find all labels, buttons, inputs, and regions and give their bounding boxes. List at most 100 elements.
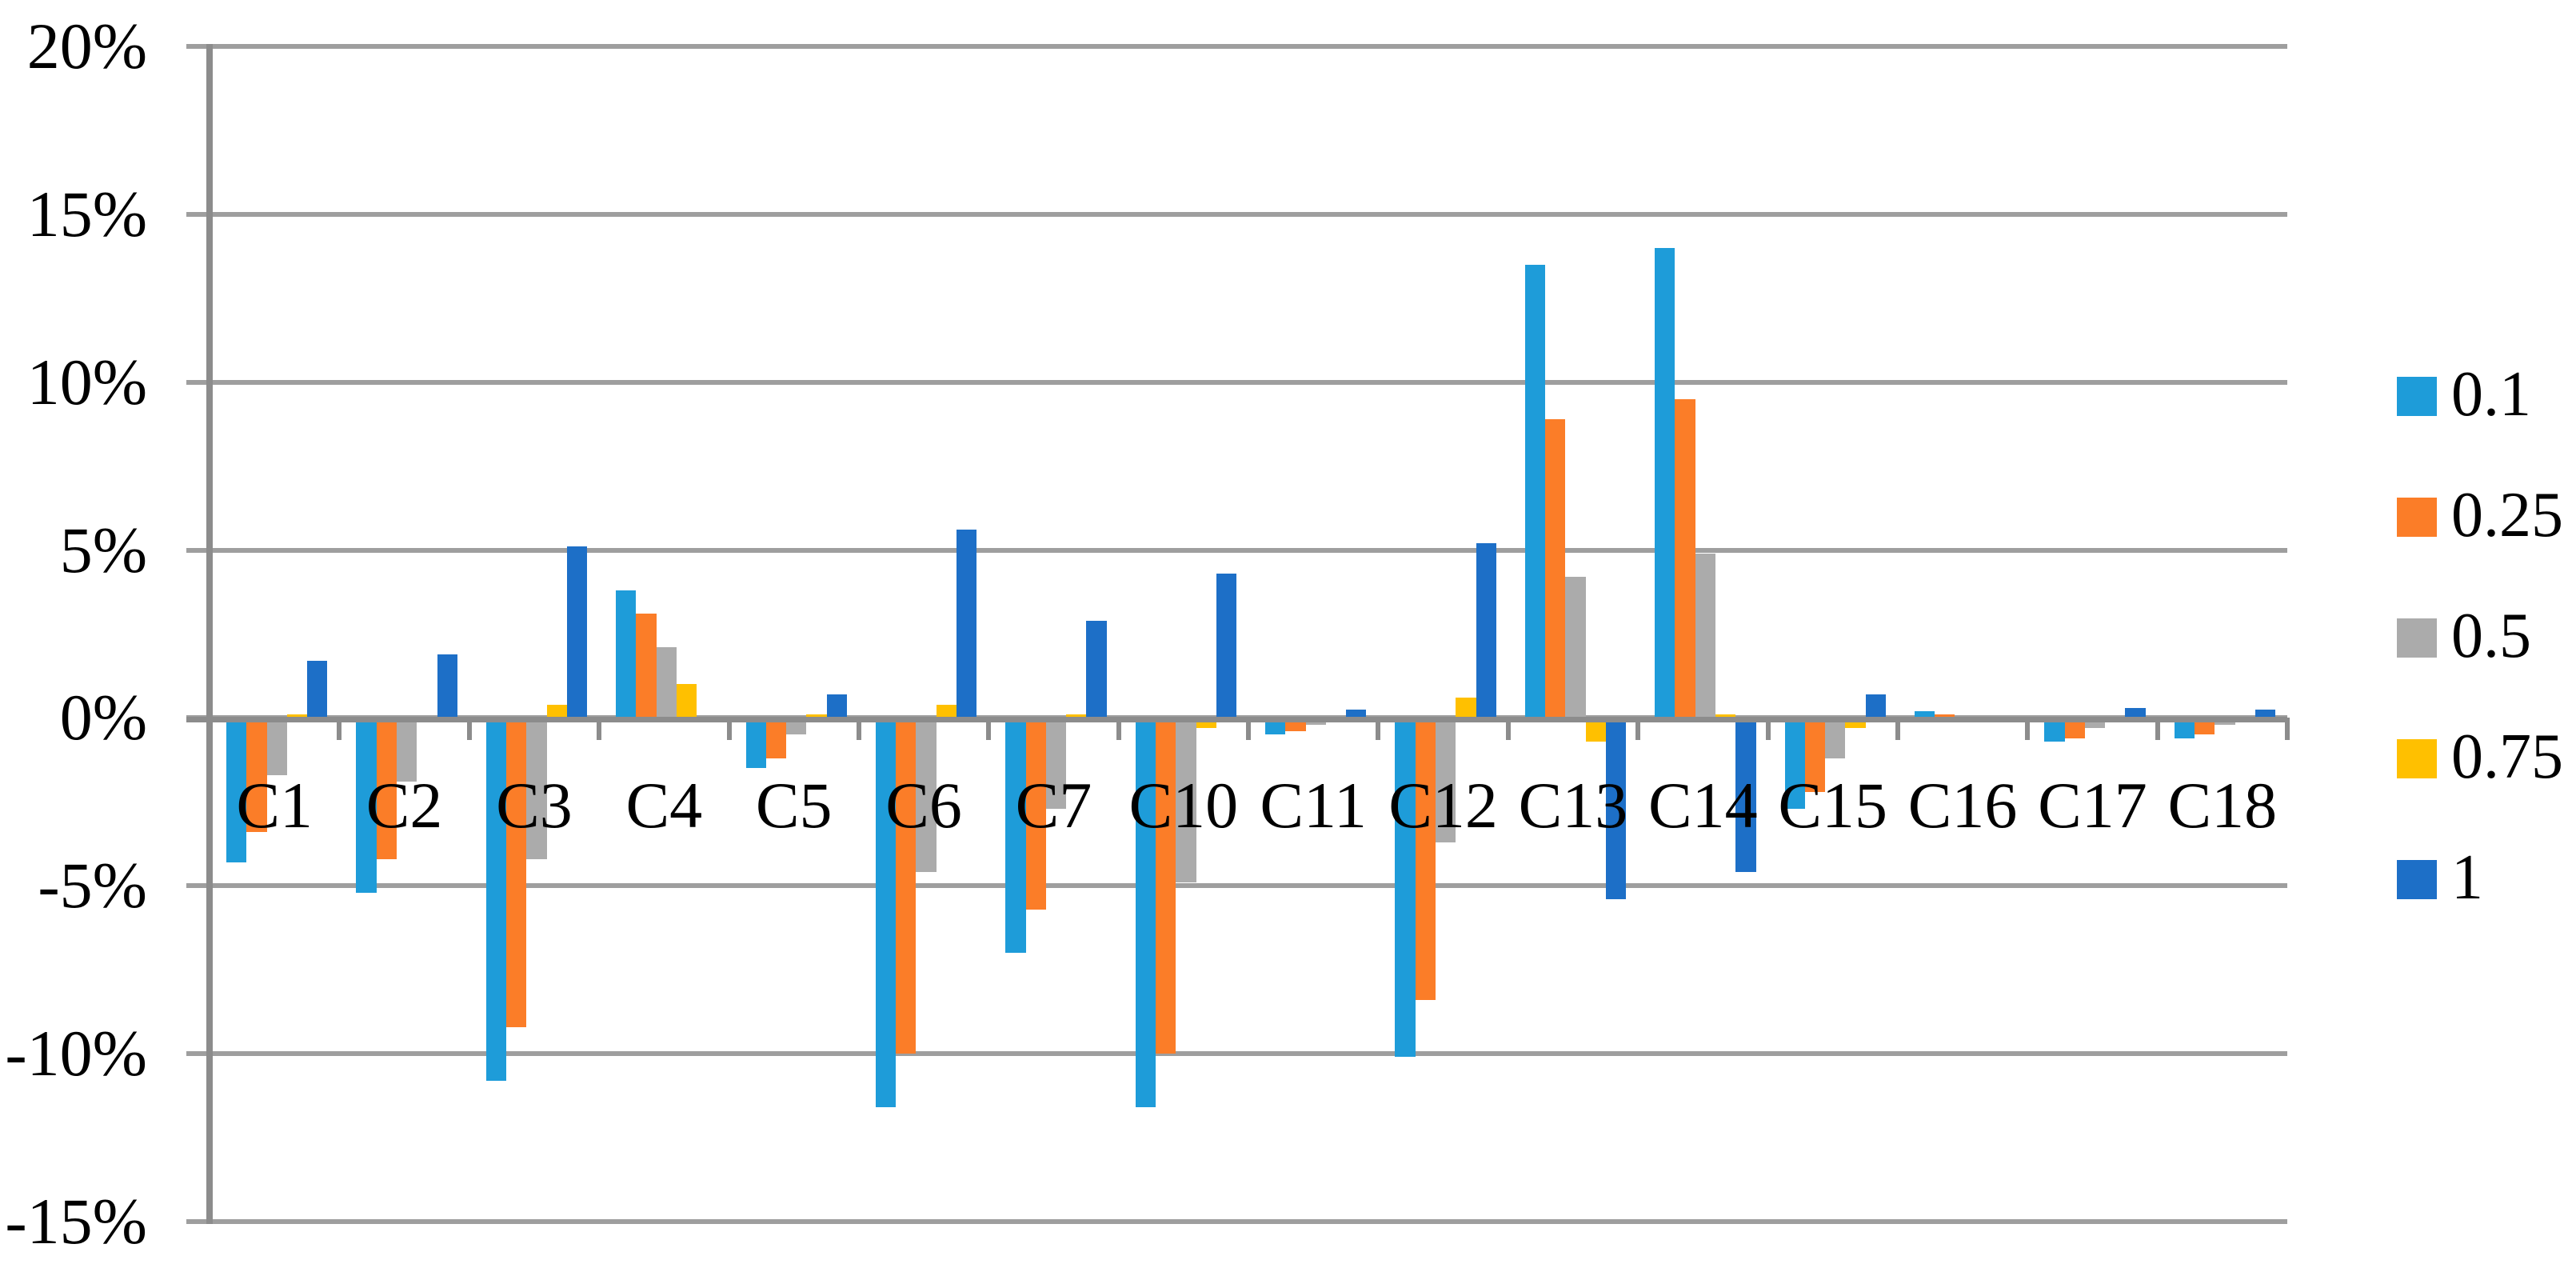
bar-C1-0.5 (266, 718, 287, 775)
x-axis-tick (466, 718, 472, 741)
gridline--15% (186, 1219, 2287, 1224)
category-label-C4: C4 (625, 769, 703, 842)
category-label-C12: C12 (1388, 769, 1498, 842)
bar-C6-0.75 (936, 704, 957, 718)
y-tick-label-10%: 10% (26, 345, 147, 418)
bar-C12-0.75 (1456, 698, 1476, 718)
bar-C10-0.1 (1135, 718, 1156, 1108)
bar-C15-0.1 (1784, 718, 1805, 809)
bar-C4-0.5 (656, 647, 677, 718)
bar-C1-0.25 (246, 718, 267, 833)
category-label-C18: C18 (2167, 769, 2278, 842)
bar-C5-1 (826, 694, 847, 718)
bar-C7-0.25 (1025, 718, 1046, 910)
x-axis-tick (1246, 718, 1251, 741)
category-label-C2: C2 (365, 769, 443, 842)
legend-label-1: 1 (2451, 842, 2483, 913)
bar-C13-0.1 (1524, 264, 1546, 718)
legend-swatch-0.75 (2397, 739, 2437, 778)
y-axis-line (206, 43, 213, 1224)
bar-C14-0.75 (1715, 714, 1736, 718)
category-label-C14: C14 (1647, 769, 1758, 842)
category-label-C15: C15 (1778, 769, 1888, 842)
bar-C12-0.25 (1415, 718, 1436, 1000)
bar-C5-0.75 (806, 714, 827, 718)
x-axis-tick (1895, 718, 1900, 741)
bar-C12-0.1 (1395, 718, 1416, 1058)
legend-swatch-1 (2397, 860, 2437, 899)
bar-C16-0.1 (1914, 711, 1935, 718)
legend-swatch-0.1 (2397, 377, 2437, 416)
gridline--10% (186, 1051, 2287, 1057)
bar-C7-0.5 (1045, 718, 1067, 809)
bar-C4-0.1 (616, 590, 637, 718)
legend-swatch-0.5 (2397, 618, 2437, 658)
bar-C14-0.1 (1655, 247, 1675, 718)
bar-C6-0.25 (896, 718, 917, 1054)
bar-C3-0.25 (506, 718, 527, 1027)
bar-C12-0.5 (1435, 718, 1456, 842)
bar-C3-0.1 (485, 718, 507, 1081)
x-axis-tick (1505, 718, 1511, 741)
category-label-C3: C3 (496, 769, 573, 842)
bar-C1-1 (307, 661, 328, 718)
x-axis-tick (726, 718, 732, 741)
bar-C1-0.1 (226, 718, 247, 862)
bar-C1-0.75 (286, 714, 308, 718)
bar-C10-0.5 (1176, 718, 1196, 883)
bar-C2-0.1 (356, 718, 377, 893)
category-label-C7: C7 (1015, 769, 1092, 842)
bar-C6-0.1 (875, 718, 897, 1108)
y-tick-label-15%: 15% (26, 177, 147, 250)
bar-C2-1 (437, 654, 457, 718)
bar-C14-0.5 (1695, 553, 1716, 718)
bar-C3-1 (566, 546, 588, 718)
bar-C13-0.5 (1565, 577, 1586, 718)
gridline--5% (186, 883, 2287, 889)
category-label-C13: C13 (1518, 769, 1628, 842)
legend-label-0.25: 0.25 (2451, 480, 2563, 550)
gridline-10% (186, 379, 2287, 385)
category-label-C11: C11 (1260, 769, 1368, 842)
bar-C12-1 (1476, 543, 1496, 718)
x-axis-tick (1116, 718, 1121, 741)
bar-C6-0.5 (916, 718, 937, 873)
x-axis-tick (986, 718, 992, 741)
legend-label-0.1: 0.1 (2451, 359, 2531, 430)
category-label-C6: C6 (885, 769, 962, 842)
bar-C16-0.25 (1935, 714, 1955, 718)
category-label-C1: C1 (236, 769, 314, 842)
bar-C3-0.75 (546, 704, 567, 718)
gridline-20% (186, 43, 2287, 49)
y-tick-label-0%: 0% (59, 681, 147, 754)
legend-swatch-0.25 (2397, 498, 2437, 537)
category-label-C5: C5 (755, 769, 833, 842)
x-axis-tick (597, 718, 602, 741)
bar-C6-1 (957, 530, 977, 718)
y-tick-label--10%: -10% (5, 1017, 147, 1090)
bar-C15-0.5 (1825, 718, 1846, 758)
x-axis-tick (337, 718, 342, 741)
bar-C2-0.5 (396, 718, 417, 782)
bar-C13-0.25 (1545, 418, 1566, 718)
y-tick-label--15%: -15% (5, 1185, 147, 1258)
bar-C2-0.25 (376, 718, 397, 859)
y-tick-label--5%: -5% (38, 849, 147, 922)
bar-C5-0.1 (745, 718, 766, 769)
x-axis-tick (2285, 718, 2290, 741)
gridline-15% (186, 211, 2287, 217)
gridline-5% (186, 547, 2287, 553)
bar-C7-1 (1086, 620, 1107, 718)
bar-C4-0.75 (677, 684, 697, 718)
bar-C11-1 (1346, 709, 1367, 718)
bar-C10-0.25 (1155, 718, 1176, 1054)
bar-C17-1 (2125, 707, 2146, 718)
x-axis-line (186, 716, 2287, 722)
category-label-C16: C16 (1907, 769, 2018, 842)
legend-label-0.5: 0.5 (2451, 601, 2531, 671)
bar-C13-1 (1605, 718, 1627, 900)
x-axis-tick (2025, 718, 2031, 741)
bar-C14-1 (1735, 718, 1756, 873)
x-axis-tick (1765, 718, 1771, 741)
